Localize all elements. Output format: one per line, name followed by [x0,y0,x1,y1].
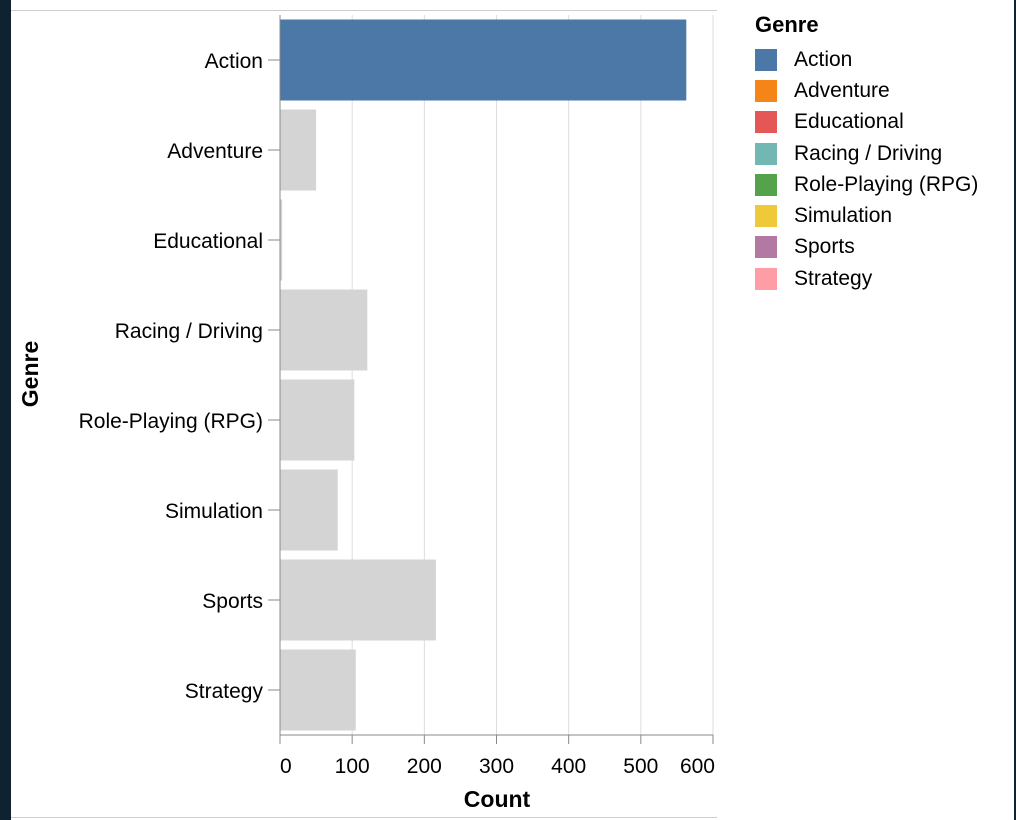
window-edge-left [0,0,11,820]
legend-items: Action Adventure Educational Racing / Drivi… [755,44,978,294]
x-tick-label: 500 [623,755,658,778]
legend-title: Genre [755,12,819,37]
legend-item: Adventure [755,75,978,106]
y-tick-label: Action [205,50,263,73]
legend-swatch [755,111,777,134]
bars [280,19,687,731]
legend-swatch [755,267,777,290]
window-edge-right [1014,0,1016,820]
legend-item: Strategy [755,263,978,294]
bar [280,19,687,101]
legend-swatch [755,173,777,196]
y-tick-label: Sports [202,590,263,613]
y-tick-label: Adventure [167,140,263,163]
y-axis-title: Genre [17,341,43,407]
y-tick-label: Strategy [185,680,264,703]
legend-item: Role-Playing (RPG) [755,169,978,200]
bar [280,199,283,281]
x-tick-label: 100 [335,755,370,778]
bar [280,109,317,191]
axes: Action Adventure Educational Racing / Drivi… [79,15,715,778]
y-tick-label: Simulation [165,500,263,523]
y-tick-label: Racing / Driving [115,320,263,343]
legend-item: Simulation [755,200,978,231]
legend-label: Action [794,47,853,71]
bar-chart: Action Adventure Educational Racing / Drivi… [17,15,715,812]
x-tick-label: 300 [479,755,514,778]
x-tick-label: 600 [680,755,715,778]
legend: Genre Action Adventure Educational Racing /… [755,12,978,294]
bar [280,649,356,731]
legend-label: Educational [794,110,904,134]
legend-label: Sports [794,235,855,259]
top-rule [11,10,717,11]
legend-label: Strategy [794,266,873,290]
x-tick-label: 0 [280,755,292,778]
legend-swatch [755,205,777,228]
legend-swatch [755,236,777,259]
legend-item: Educational [755,107,978,138]
x-axis-title: Count [464,786,531,812]
legend-label: Role-Playing (RPG) [794,172,979,196]
bar [280,289,368,371]
legend-item: Sports [755,232,978,263]
legend-label: Racing / Driving [794,141,943,165]
legend-item: Racing / Driving [755,138,978,169]
bar [280,559,436,641]
bar [280,469,338,551]
legend-swatch [755,142,777,165]
legend-label: Adventure [794,78,890,102]
bottom-rule [11,817,717,818]
legend-swatch [755,79,777,102]
legend-item: Action [755,44,978,75]
legend-label: Simulation [794,204,893,228]
y-tick-label: Role-Playing (RPG) [79,410,263,433]
legend-swatch [755,48,777,71]
x-tick-label: 400 [551,755,586,778]
y-tick-label: Educational [153,230,263,253]
x-tick-label: 200 [407,755,442,778]
bar [280,379,355,461]
